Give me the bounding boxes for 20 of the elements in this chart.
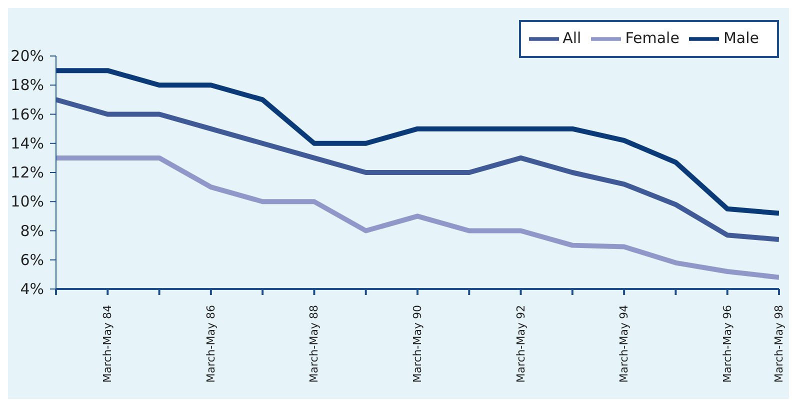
x-tick-label: March-May 92 bbox=[514, 305, 528, 383]
y-tick-label: 18% bbox=[10, 76, 44, 94]
y-tick-label: 14% bbox=[10, 134, 44, 152]
legend-label: All bbox=[562, 29, 582, 48]
x-tick-label: March-May 94 bbox=[618, 305, 631, 383]
y-tick-label: 20% bbox=[10, 47, 44, 65]
y-tick-label: 12% bbox=[10, 164, 44, 182]
x-tick-label: March-May 90 bbox=[411, 305, 424, 383]
y-tick-label: 6% bbox=[20, 250, 44, 269]
x-tick-label: March-May 96 bbox=[720, 305, 734, 383]
y-tick-label: 8% bbox=[20, 222, 44, 240]
x-tick-label: March-May 86 bbox=[204, 305, 218, 383]
y-tick-label: 10% bbox=[10, 192, 44, 211]
y-tick-label: 4% bbox=[20, 280, 44, 298]
y-tick-label: 16% bbox=[10, 105, 44, 124]
x-tick-label: March-May 88 bbox=[308, 305, 321, 383]
x-tick-label: March-May 98 bbox=[772, 305, 786, 383]
x-tick-label: March-May 84 bbox=[101, 305, 114, 383]
legend-label: Male bbox=[723, 29, 759, 48]
legend-label: Female bbox=[625, 29, 680, 48]
